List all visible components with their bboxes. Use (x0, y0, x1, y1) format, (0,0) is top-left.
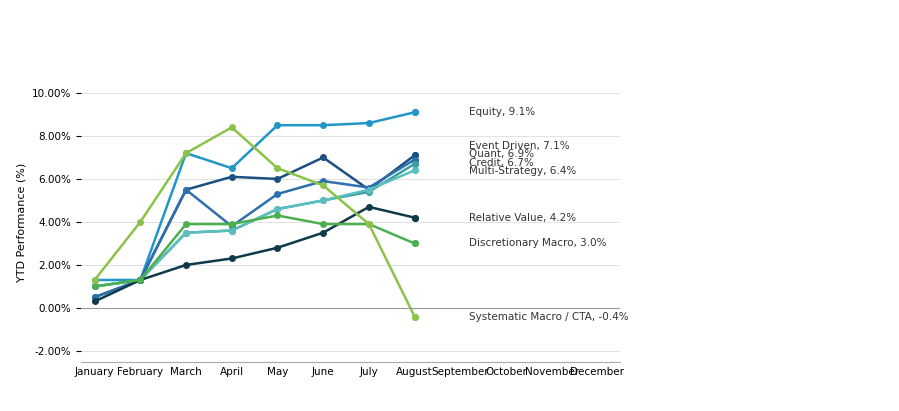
Text: Relative Value, 4.2%: Relative Value, 4.2% (469, 212, 576, 223)
Text: Multi-Strategy, 6.4%: Multi-Strategy, 6.4% (469, 166, 577, 176)
Text: Credit, 6.7%: Credit, 6.7% (469, 158, 534, 168)
Text: Equity, 9.1%: Equity, 9.1% (469, 107, 536, 117)
Text: Event Driven, 7.1%: Event Driven, 7.1% (469, 141, 570, 150)
Y-axis label: YTD Performance (%): YTD Performance (%) (16, 162, 26, 282)
Text: Year-to-Date Performance by Hedge Fund Strategy: Year-to-Date Performance by Hedge Fund S… (11, 14, 393, 27)
Text: Discretionary Macro, 3.0%: Discretionary Macro, 3.0% (469, 238, 607, 248)
Text: Quant, 6.9%: Quant, 6.9% (469, 149, 535, 159)
Text: Systematic Macro / CTA, -0.4%: Systematic Macro / CTA, -0.4% (469, 312, 629, 321)
